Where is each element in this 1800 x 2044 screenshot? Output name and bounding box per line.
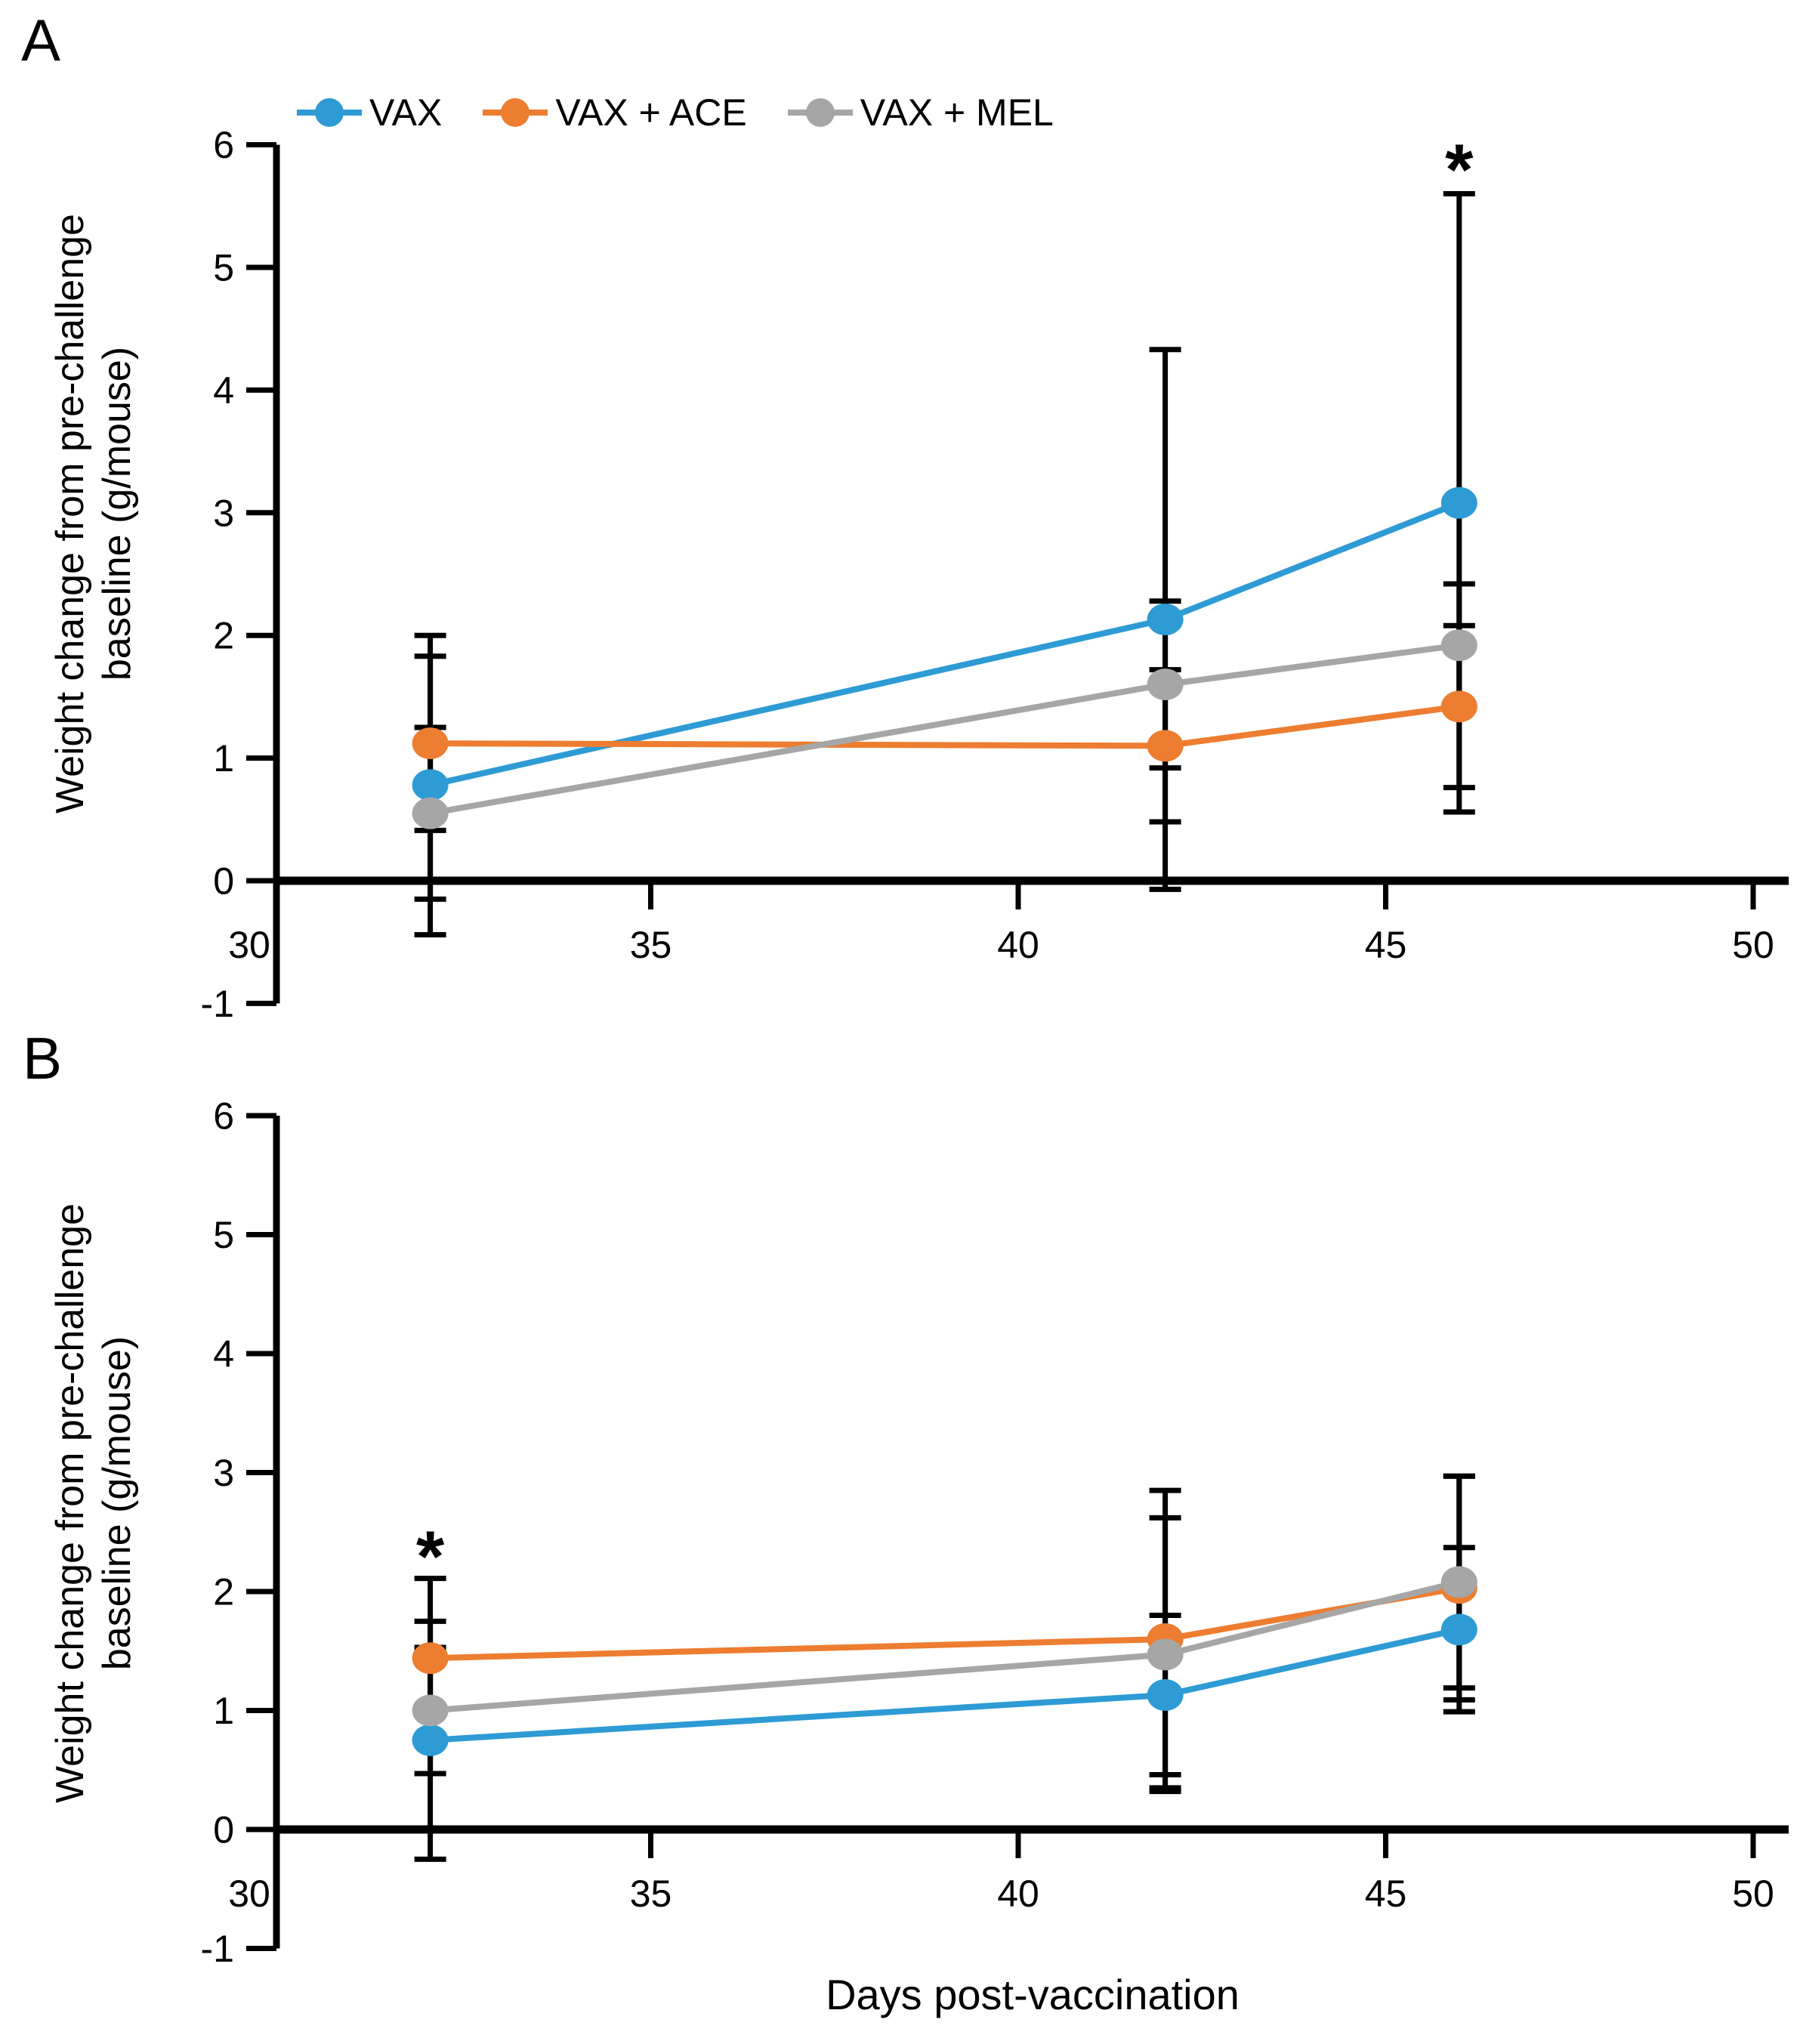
data-point-marker-vax — [1147, 604, 1184, 636]
data-point-marker-vax-mel — [1440, 629, 1477, 662]
legend-label: VAX — [369, 91, 443, 134]
data-point-marker-vax — [412, 769, 449, 801]
y-axis-tick-label: -1 — [201, 983, 234, 1025]
legend-label: VAX + ACE — [555, 91, 747, 134]
panel-b-label: B — [23, 1025, 63, 1091]
y-axis-title-line2: baseline (g/mouse) — [95, 1335, 139, 1671]
data-point-marker-vax-mel — [412, 1694, 449, 1727]
vax-series-marker-icon — [297, 97, 362, 128]
x-axis-tick-label: 35 — [630, 924, 672, 966]
panel-a-label: A — [21, 7, 61, 73]
x-axis-tick-label: 50 — [1732, 1873, 1774, 1915]
panel-a-y-axis-title: Weight change from pre-challenge baselin… — [47, 98, 147, 929]
x-axis-tick-label: 50 — [1732, 924, 1774, 966]
data-point-marker-vax-mel — [1440, 1566, 1477, 1598]
y-axis-tick-label: -1 — [201, 1928, 234, 1970]
panel-b-y-axis-title: Weight change from pre-challenge baselin… — [47, 1088, 147, 1919]
y-axis-tick-label: 3 — [213, 492, 234, 534]
significance-asterisk: * — [1445, 129, 1474, 210]
y-axis-title-line2: baseline (g/mouse) — [95, 346, 139, 681]
data-point-marker-vax-mel — [412, 797, 449, 829]
data-point-marker-vax — [1440, 486, 1477, 519]
y-axis-tick-label: 0 — [213, 860, 234, 903]
vax-ace-series-marker-icon — [483, 97, 548, 128]
y-axis-tick-label: 1 — [213, 737, 234, 780]
data-point-marker-vax — [412, 1724, 449, 1756]
y-axis-tick-label: 5 — [213, 1214, 234, 1256]
chart-legend: VAX VAX + ACE VAX + MEL — [297, 91, 1054, 134]
y-axis-title-line1: Weight change from pre-challenge — [48, 214, 92, 814]
data-point-marker-vax — [1440, 1613, 1477, 1646]
x-axis-tick-label: 40 — [997, 1873, 1039, 1915]
y-axis-tick-label: 2 — [213, 615, 234, 657]
legend-item-vax-mel: VAX + MEL — [787, 91, 1054, 134]
data-point-marker-vax-mel — [1147, 1638, 1184, 1671]
y-axis-tick-label: 6 — [213, 124, 234, 166]
y-axis-tick-label: 0 — [213, 1809, 234, 1851]
y-axis-tick-label: 4 — [213, 369, 234, 412]
x-axis-tick-label: 30 — [228, 924, 270, 966]
x-axis-tick-label: 30 — [228, 1873, 270, 1915]
legend-label: VAX + MEL — [860, 91, 1054, 134]
x-axis-title: Days post-vaccination — [826, 1971, 1240, 2018]
data-point-marker-vax — [1147, 1679, 1184, 1712]
x-axis-tick-label: 40 — [997, 924, 1039, 966]
data-point-marker-vax-mel — [1147, 668, 1184, 701]
x-axis-tick-label: 45 — [1365, 924, 1407, 966]
y-axis-tick-label: 3 — [213, 1452, 234, 1494]
y-axis-title-line1: Weight change from pre-challenge — [48, 1203, 92, 1803]
significance-asterisk: * — [416, 1517, 445, 1598]
data-point-marker-vax-ace — [1440, 690, 1477, 723]
data-point-marker-vax-ace — [1147, 730, 1184, 762]
vax-mel-series-marker-icon — [787, 97, 853, 128]
y-axis-tick-label: 5 — [213, 247, 234, 289]
data-point-marker-vax-ace — [412, 1642, 449, 1675]
y-axis-tick-label: 1 — [213, 1690, 234, 1732]
x-axis-tick-label: 45 — [1365, 1873, 1407, 1915]
legend-item-vax-ace: VAX + ACE — [483, 91, 747, 134]
y-axis-tick-label: 2 — [213, 1571, 234, 1613]
y-axis-tick-label: 6 — [213, 1095, 234, 1138]
data-point-marker-vax-ace — [412, 727, 449, 760]
x-axis-tick-label: 35 — [630, 1873, 672, 1915]
y-axis-tick-label: 4 — [213, 1333, 234, 1376]
legend-item-vax: VAX — [297, 91, 442, 134]
